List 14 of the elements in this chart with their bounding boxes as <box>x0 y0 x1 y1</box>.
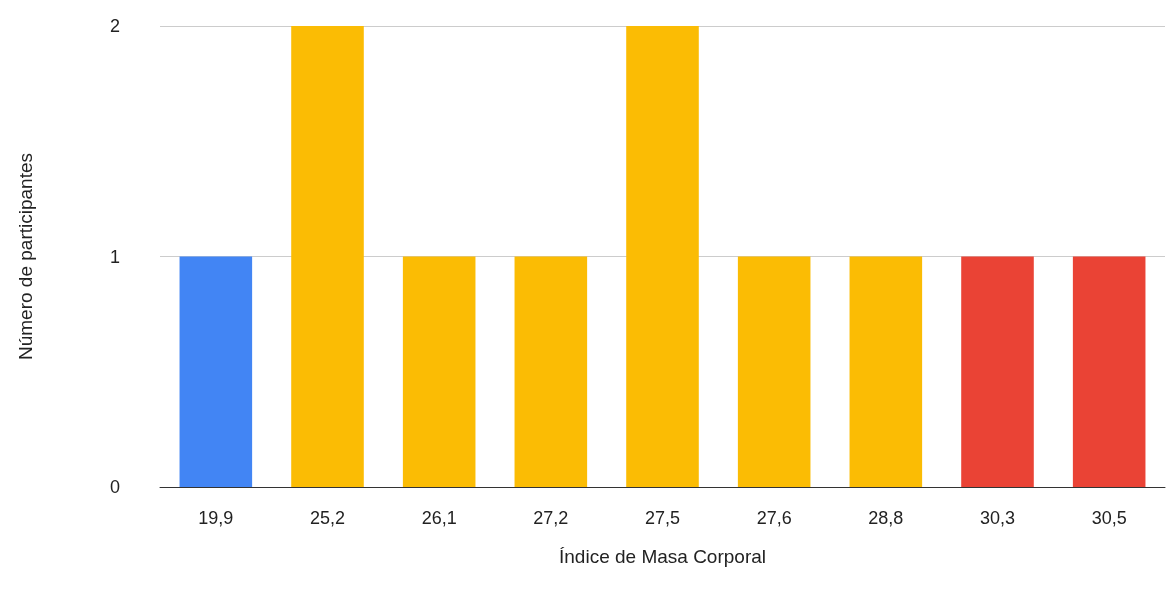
y-tick-label: 0 <box>109 477 120 497</box>
x-tick-label: 28,8 <box>868 508 904 528</box>
x-tick-label: 27,5 <box>644 508 681 528</box>
x-axis-title: Índice de Masa Corporal <box>559 546 766 567</box>
y-axis-title: Número de participantes <box>15 153 36 360</box>
x-tick-label: 30,3 <box>979 508 1016 528</box>
x-tick-label: 26,1 <box>421 508 457 528</box>
y-tick-label: 1 <box>109 246 120 267</box>
x-tick-label: 19,9 <box>198 508 234 528</box>
x-tick-label: 27,2 <box>533 508 569 528</box>
y-tick-label: 2 <box>109 16 120 36</box>
x-tick-label: 30,5 <box>1091 508 1127 528</box>
x-tick-label: 25,2 <box>309 508 346 528</box>
x-tick-label: 27,6 <box>756 508 792 528</box>
